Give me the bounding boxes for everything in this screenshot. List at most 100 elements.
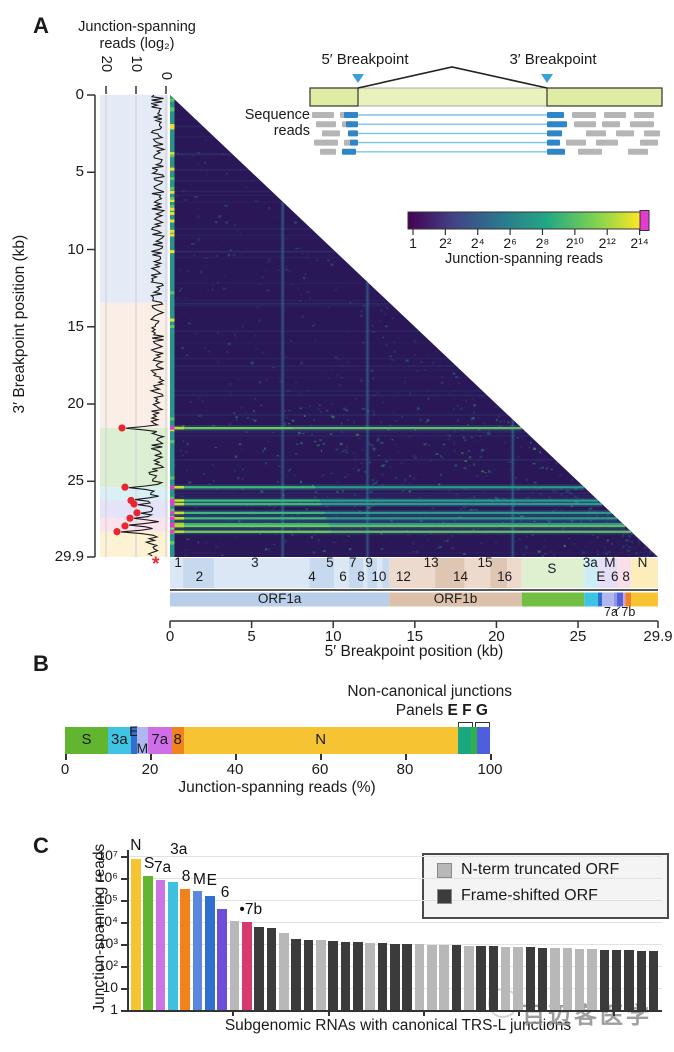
- heat-cell: [446, 539, 449, 542]
- heat-cell: [230, 519, 234, 521]
- heat-cell: [626, 531, 629, 535]
- heat-cell: [170, 330, 419, 333]
- sub-label-connector: [613, 606, 621, 613]
- heat-cell: [470, 436, 474, 439]
- heat-cell: [597, 552, 599, 556]
- heat-cell: [170, 376, 468, 379]
- heat-cell: [488, 470, 490, 473]
- heat-cell: [566, 495, 568, 498]
- heat-cell: [570, 505, 573, 508]
- heat-cell: [532, 447, 537, 451]
- heat-cell: [222, 287, 227, 290]
- heat-cell: [456, 404, 459, 407]
- heat-cell: [576, 501, 579, 503]
- heat-cell: [400, 505, 405, 507]
- heat-cell: [448, 383, 450, 385]
- heat-cell: [170, 496, 175, 500]
- heat-cell: [570, 493, 573, 496]
- heat-cell: [489, 471, 492, 474]
- orf-bar-segment: [631, 592, 658, 607]
- heat-cell: [176, 297, 180, 300]
- heat-cell: [455, 376, 459, 379]
- heat-cell: [285, 268, 289, 271]
- heat-cell: [170, 540, 175, 544]
- heat-cell: [345, 409, 349, 412]
- c-bar-rank24: [414, 944, 425, 1010]
- heat-cell: [637, 539, 640, 543]
- read-fragment: [630, 121, 654, 128]
- heat-cell: [284, 539, 287, 543]
- heat-cell: [453, 443, 455, 446]
- heat-cell: [170, 291, 175, 295]
- heat-cell: [239, 168, 242, 171]
- heat-cell: [311, 433, 313, 435]
- heat-cell: [563, 544, 566, 548]
- b-x-tick: [235, 754, 237, 760]
- c-bar-rank39: [599, 949, 610, 1010]
- heat-cell: [649, 550, 651, 552]
- heat-cell: [389, 355, 392, 358]
- nsp-box: [363, 558, 368, 588]
- heat-cell: [170, 390, 482, 392]
- heat-cell: [170, 499, 599, 502]
- b-x-tick: [150, 754, 152, 760]
- c-bar-rank21: [377, 943, 388, 1010]
- c-bar-rank17: [328, 941, 338, 1010]
- c-x-axis-title: Subgenomic RNAs with canonical TRS-L jun…: [224, 1017, 572, 1034]
- heat-cell: [192, 437, 195, 440]
- heat-cell: [170, 511, 325, 515]
- c-bar-N: [131, 859, 141, 1010]
- heat-cell: [361, 457, 364, 460]
- heat-cell: [229, 249, 232, 252]
- heat-cell: [354, 351, 356, 353]
- heat-cell: [268, 548, 270, 551]
- c-y-tick: [121, 966, 127, 968]
- heat-cell: [507, 421, 510, 424]
- heat-cell: [273, 217, 276, 219]
- nsp-box: [382, 558, 390, 588]
- heat-cell: [170, 169, 249, 171]
- heat-cell: [183, 445, 186, 448]
- heat-cell: [281, 201, 284, 557]
- heat-cell: [638, 539, 640, 542]
- heat-cell: [170, 251, 335, 253]
- heat-cell: [588, 510, 592, 513]
- heat-cell: [382, 336, 385, 339]
- heat-cell: [460, 407, 463, 411]
- heat-cell: [360, 527, 363, 530]
- heat-cell: [218, 215, 222, 218]
- heat-cell: [521, 515, 525, 517]
- heat-cell: [261, 352, 265, 354]
- canonical-junction-dot: [126, 514, 134, 522]
- heat-cell: [245, 186, 248, 188]
- heat-cell: [200, 270, 203, 274]
- heat-cell: [276, 256, 279, 258]
- heat-cell: [355, 397, 358, 401]
- heat-cell: [596, 507, 598, 510]
- orf-bar-segment: [602, 592, 614, 607]
- heat-cell: [385, 326, 388, 329]
- heat-cell: [586, 494, 588, 498]
- heat-cell: [398, 392, 400, 394]
- b-segment-label: N: [315, 731, 327, 748]
- heat-cell: [285, 238, 288, 241]
- heat-cell: [182, 311, 186, 314]
- heat-cell: [609, 555, 611, 557]
- heat-cell: [182, 424, 185, 428]
- heat-cell: [239, 437, 242, 441]
- heat-cell: [518, 538, 522, 540]
- c-y-tick-label: 10⁵: [96, 891, 118, 907]
- heat-cell: [322, 550, 326, 552]
- heat-cell: [472, 528, 475, 532]
- marginal-tick-label: 20: [97, 55, 115, 73]
- c-bar-label-M: M: [192, 871, 206, 888]
- heat-cell: [254, 347, 258, 351]
- heat-cell: [299, 247, 302, 250]
- heat-cell: [170, 435, 530, 437]
- heat-cell: [319, 410, 322, 414]
- heat-cell: [480, 395, 484, 398]
- c-bar-rank18: [340, 941, 351, 1010]
- heat-cell: [271, 547, 274, 549]
- heat-cell: [443, 540, 446, 542]
